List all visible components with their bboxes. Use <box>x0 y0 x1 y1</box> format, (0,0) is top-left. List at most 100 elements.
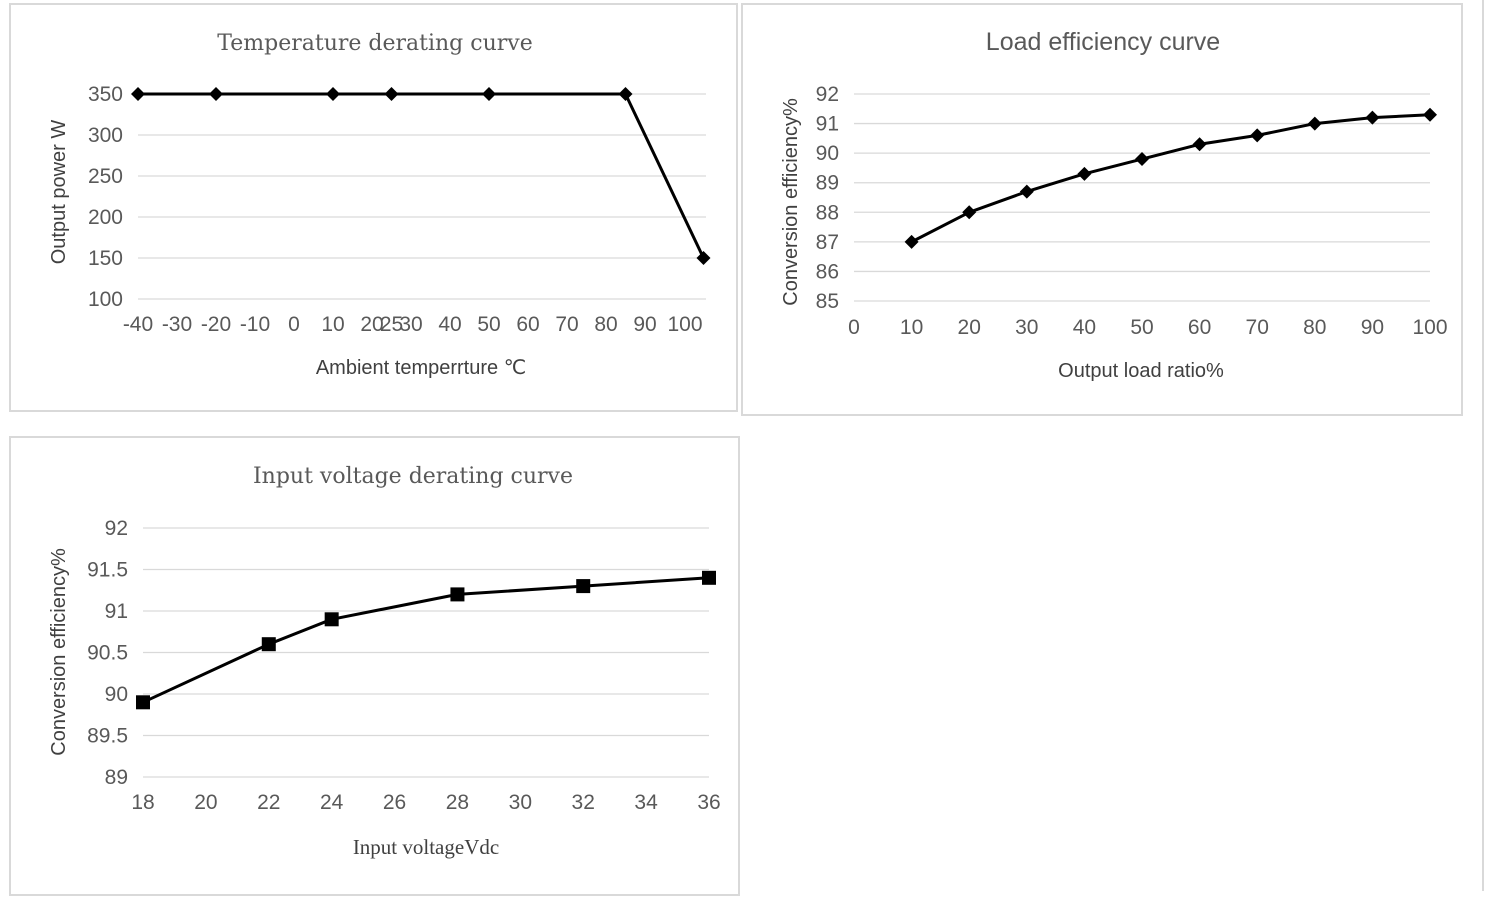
x-tick-label: 20 <box>360 313 383 336</box>
series-line <box>142 576 710 704</box>
x-tick-label: -10 <box>240 313 270 336</box>
x-tick-label: 22 <box>257 791 280 814</box>
x-tick-label: 28 <box>446 791 469 814</box>
gridlines <box>138 93 706 300</box>
data-point-marker <box>904 234 919 249</box>
x-tick-label: 10 <box>321 313 344 336</box>
y-tick-label: 91.5 <box>87 559 128 582</box>
data-point-marker <box>1307 116 1322 131</box>
x-tick-label: 50 <box>1130 316 1153 339</box>
data-point-marker <box>209 87 223 101</box>
data-point-marker <box>1192 137 1207 152</box>
data-point-marker <box>1135 152 1149 167</box>
x-tick-label: 10 <box>900 316 923 339</box>
x-tick-label: 80 <box>594 313 617 336</box>
load-efficiency-plot: Load efficiency curve Output load ratio%… <box>780 28 1448 382</box>
chart-title: Load efficiency curve <box>986 28 1220 56</box>
y-tick-label: 200 <box>88 206 123 229</box>
x-tick-label: 60 <box>516 313 539 336</box>
data-point-marker <box>576 579 591 594</box>
x-tick-label: 20 <box>958 316 981 339</box>
input-voltage-derating-plot: Input voltage derating curve Input volta… <box>48 464 721 859</box>
data-point-marker <box>1019 184 1034 199</box>
x-tick-label: 20 <box>194 791 217 814</box>
data-point-marker <box>261 637 276 652</box>
x-tick-label: 50 <box>477 313 500 336</box>
y-tick-label: 88 <box>816 201 839 224</box>
chart-title: Temperature derating curve <box>217 31 532 56</box>
y-tick-label: 90.5 <box>87 642 128 665</box>
temperature-derating-plot: Temperature derating curve Ambient tempe… <box>48 31 711 379</box>
x-tick-label: 36 <box>697 791 720 814</box>
x-tick-label: -40 <box>123 313 153 336</box>
y-axis-label: Output power W <box>48 120 70 265</box>
x-tick-label: 0 <box>288 313 300 336</box>
data-point-marker <box>131 87 145 101</box>
gridlines <box>854 93 1430 302</box>
x-tick-label: 40 <box>438 313 461 336</box>
y-tick-label: 91 <box>816 113 839 136</box>
y-tick-label: 85 <box>816 290 839 313</box>
y-tick-label: 90 <box>105 683 128 706</box>
y-tick-label: 89 <box>816 172 839 195</box>
x-tick-label: 30 <box>1015 316 1038 339</box>
y-tick-label: 89.5 <box>87 725 128 748</box>
load-efficiency-chart: Load efficiency curve Output load ratio%… <box>741 3 1463 416</box>
data-point-marker <box>696 251 711 265</box>
data-point-marker <box>618 87 633 101</box>
data-point-marker <box>702 570 716 585</box>
x-tick-label: 30 <box>399 313 422 336</box>
y-tick-label: 250 <box>88 165 123 188</box>
x-tick-label: 40 <box>1073 316 1096 339</box>
x-tick-label: 18 <box>131 791 154 814</box>
x-tick-label: 32 <box>572 791 595 814</box>
y-tick-label: 86 <box>816 260 839 283</box>
x-tick-label: 25 <box>380 313 403 336</box>
y-axis-label: Conversion efficiency% <box>780 98 802 306</box>
temperature-derating-chart: Temperature derating curve Ambient tempe… <box>9 3 738 412</box>
x-tick-label: -20 <box>201 313 231 336</box>
y-tick-label: 300 <box>88 124 123 147</box>
x-tick-label: 100 <box>1412 316 1447 339</box>
y-tick-label: 89 <box>105 766 128 789</box>
x-tick-label: 100 <box>667 313 702 336</box>
y-tick-label: 87 <box>816 231 839 254</box>
x-tick-label: 30 <box>509 791 532 814</box>
gridlines <box>143 527 709 778</box>
y-axis-label: Conversion efficiency% <box>48 548 70 756</box>
y-tick-label: 90 <box>816 142 839 165</box>
y-tick-label: 92 <box>105 517 128 540</box>
input-voltage-derating-chart: Input voltage derating curve Input volta… <box>9 436 740 896</box>
x-tick-label: 90 <box>633 313 656 336</box>
data-point-marker <box>1365 110 1380 125</box>
y-tick-label: 91 <box>105 600 128 623</box>
data-point-marker <box>136 695 150 710</box>
x-axis-label: Ambient temperrture ℃ <box>316 357 526 379</box>
x-tick-label: 70 <box>1246 316 1269 339</box>
y-tick-label: 92 <box>816 83 839 106</box>
y-tick-label: 150 <box>88 247 123 270</box>
data-point-marker <box>326 87 340 101</box>
x-tick-label: 24 <box>320 791 344 814</box>
page-border <box>1482 0 1484 891</box>
x-tick-label: 34 <box>634 791 658 814</box>
data-point-marker <box>384 87 399 101</box>
x-tick-label: 0 <box>848 316 860 339</box>
x-axis-label: Input voltageVdc <box>353 835 499 859</box>
data-point-marker <box>324 612 339 627</box>
data-point-marker <box>962 205 977 220</box>
data-point-marker <box>1250 128 1265 143</box>
chart-title: Input voltage derating curve <box>253 464 573 489</box>
data-point-marker <box>482 87 496 101</box>
x-tick-label: 26 <box>383 791 406 814</box>
x-tick-label: 90 <box>1361 316 1384 339</box>
x-tick-label: 60 <box>1188 316 1211 339</box>
data-point-marker <box>450 587 465 602</box>
x-tick-label: -30 <box>162 313 192 336</box>
data-point-marker <box>1077 166 1092 181</box>
y-tick-label: 350 <box>88 83 123 106</box>
x-tick-label: 80 <box>1303 316 1326 339</box>
x-axis-label: Output load ratio% <box>1058 360 1224 382</box>
series-line <box>910 113 1431 244</box>
y-tick-label: 100 <box>88 288 123 311</box>
